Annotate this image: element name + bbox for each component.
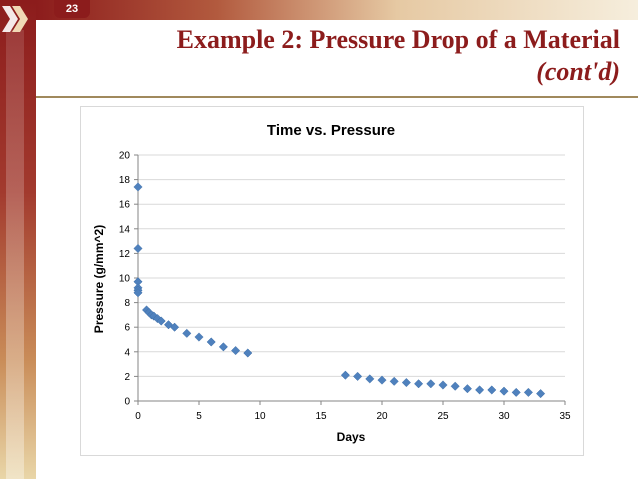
axes: [134, 154, 566, 405]
y-tick-label: 12: [119, 249, 131, 260]
chevron-logo-icon: [2, 6, 28, 32]
data-point: [414, 379, 424, 389]
slide-number-badge: 23: [54, 0, 90, 18]
chart-frame: Time vs. Pressure 0 2 4 6 8 10 12 14 16 18 20 0 5 10…: [80, 106, 584, 456]
y-axis-label: Pressure (g/mm^2): [92, 225, 106, 333]
data-point: [462, 384, 472, 394]
data-point: [438, 380, 448, 390]
data-point: [194, 332, 204, 342]
x-tick-label: 30: [498, 411, 510, 422]
x-tick-label: 25: [437, 411, 449, 422]
y-tick-label: 2: [124, 372, 130, 383]
chart-title: Time vs. Pressure: [267, 122, 395, 139]
top-decorative-band: [36, 0, 638, 20]
data-point: [231, 346, 241, 356]
data-point: [536, 389, 546, 399]
data-point: [133, 288, 143, 298]
y-tick-label: 16: [119, 200, 131, 211]
y-tick-label: 0: [124, 397, 130, 408]
data-point: [365, 374, 375, 384]
y-tick-label: 14: [119, 224, 131, 235]
data-point: [487, 385, 497, 395]
data-point: [401, 377, 411, 388]
data-point: [206, 337, 216, 347]
y-tick-labels: 0 2 4 6 8 10 12 14 16 18 20: [119, 151, 131, 408]
data-point: [450, 381, 460, 391]
data-point: [170, 322, 180, 332]
x-tick-label: 15: [315, 411, 327, 422]
data-point: [133, 182, 143, 192]
y-tick-label: 20: [119, 151, 131, 162]
x-tick-label: 20: [376, 411, 388, 422]
left-decorative-band: [0, 0, 36, 479]
data-point: [243, 348, 253, 358]
slide-title-line1: Example 2: Pressure Drop of a Material: [176, 25, 620, 54]
y-tick-label: 10: [119, 274, 131, 285]
y-tick-label: 6: [124, 323, 130, 334]
slide-title: Example 2: Pressure Drop of a Material (…: [60, 24, 620, 88]
y-tick-label: 8: [124, 298, 130, 309]
data-point: [426, 379, 436, 389]
x-tick-labels: 0 5 10 15 20 25 30 35: [135, 411, 571, 422]
data-point: [377, 375, 387, 385]
grid-lines: [138, 154, 565, 377]
data-point: [353, 371, 363, 381]
data-point: [523, 387, 533, 397]
y-tick-label: 18: [119, 175, 131, 186]
scatter-chart: Time vs. Pressure 0 2 4 6 8 10 12 14 16 18 20 0 5 10…: [92, 122, 571, 444]
data-point: [156, 316, 166, 326]
slide-title-line2: (cont'd): [536, 57, 620, 86]
data-point: [218, 342, 228, 352]
x-tick-label: 0: [135, 411, 141, 422]
data-point: [182, 328, 192, 338]
data-point: [389, 376, 399, 386]
x-tick-label: 35: [559, 411, 571, 422]
x-tick-label: 10: [254, 411, 266, 422]
data-point: [475, 385, 485, 395]
x-axis-label: Days: [337, 430, 366, 444]
data-point: [499, 386, 509, 396]
data-point: [340, 370, 350, 380]
data-point: [133, 243, 143, 254]
title-divider: [36, 96, 638, 98]
data-point: [511, 387, 521, 397]
data-points: [133, 182, 546, 399]
data-point: [152, 314, 163, 324]
x-tick-label: 5: [196, 411, 202, 422]
y-tick-label: 4: [124, 347, 130, 358]
